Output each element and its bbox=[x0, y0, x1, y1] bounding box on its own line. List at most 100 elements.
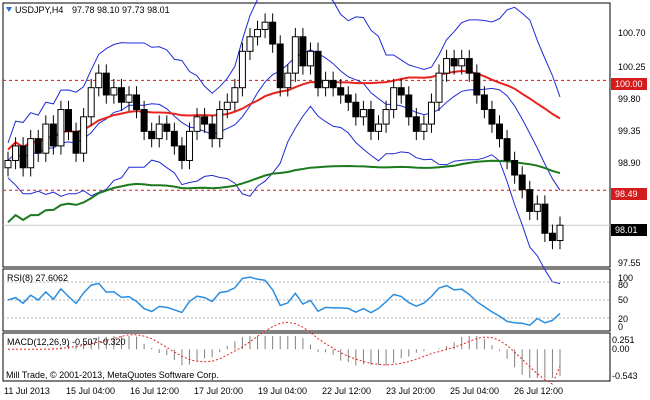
time-tick: 26 Jul 12:00 bbox=[514, 386, 563, 396]
candle-body bbox=[19, 145, 27, 169]
candle-body bbox=[329, 79, 337, 89]
rsi-line bbox=[7, 276, 561, 327]
candle-body bbox=[412, 116, 420, 132]
time-tick: 19 Jul 04:00 bbox=[258, 386, 307, 396]
candle-body bbox=[170, 130, 178, 147]
candle-body bbox=[178, 145, 186, 161]
candle-body bbox=[541, 203, 549, 234]
candle-body bbox=[526, 189, 534, 212]
time-axis: 11 Jul 2013 15 Jul 04:00 16 Jul 12:00 17… bbox=[4, 386, 563, 396]
candle-body bbox=[208, 123, 216, 140]
candle-body bbox=[110, 87, 118, 96]
candle-body bbox=[405, 94, 413, 118]
rsi-tick: 20 bbox=[618, 314, 628, 324]
candle-body bbox=[261, 21, 269, 30]
candle-body bbox=[42, 123, 50, 154]
rsi-panel[interactable] bbox=[2, 268, 611, 332]
candle-body bbox=[72, 130, 80, 154]
candle-body bbox=[473, 72, 481, 96]
time-tick: 22 Jul 12:00 bbox=[322, 386, 371, 396]
candle-body bbox=[367, 109, 375, 132]
candle-body bbox=[254, 28, 262, 38]
candle-body bbox=[102, 72, 110, 96]
candle-body bbox=[299, 36, 307, 67]
candle-body bbox=[390, 87, 398, 111]
candle-body bbox=[337, 87, 345, 96]
candle-body bbox=[276, 43, 284, 89]
candle-body bbox=[503, 138, 511, 161]
candle-body bbox=[352, 101, 360, 118]
candle-body bbox=[155, 123, 163, 140]
candle-body bbox=[223, 101, 231, 111]
time-tick: 23 Jul 20:00 bbox=[386, 386, 435, 396]
macd-tick: 0.251 bbox=[612, 335, 635, 345]
candle-body bbox=[80, 116, 88, 154]
last-price-tag-text: 98.01 bbox=[615, 225, 638, 235]
main-title-symbol: USDJPY,H4 bbox=[15, 5, 63, 15]
candle-body bbox=[133, 94, 141, 111]
price-tick: 99.80 bbox=[618, 94, 641, 104]
candle-body bbox=[443, 58, 451, 74]
macd-tick: 0.00 bbox=[612, 344, 630, 354]
candle-body bbox=[231, 87, 239, 103]
moving-average-green-line bbox=[7, 159, 561, 224]
candle-body bbox=[488, 109, 496, 125]
time-tick: 15 Jul 04:00 bbox=[66, 386, 115, 396]
candle-body bbox=[450, 58, 458, 67]
candle-body bbox=[201, 116, 209, 125]
candle-body bbox=[49, 123, 57, 147]
lower-level-tag-text: 98.49 bbox=[615, 189, 638, 199]
candle-body bbox=[344, 94, 352, 103]
price-tick: 99.35 bbox=[618, 126, 641, 136]
price-tick: 98.90 bbox=[618, 158, 641, 168]
candle-body bbox=[465, 58, 473, 74]
candle-body bbox=[397, 87, 405, 96]
lower-level-tag bbox=[611, 188, 647, 200]
candle-body bbox=[238, 50, 246, 89]
time-tick: 17 Jul 20:00 bbox=[194, 386, 243, 396]
candle-body bbox=[57, 109, 65, 147]
candle-body bbox=[193, 116, 201, 132]
candle-body bbox=[427, 101, 435, 125]
macd-tick: -0.543 bbox=[612, 371, 638, 381]
upper-level-tag-text: 100.00 bbox=[615, 79, 643, 89]
candle-body bbox=[480, 94, 488, 111]
price-tick: 97.55 bbox=[618, 258, 641, 268]
candle-body bbox=[117, 87, 125, 103]
candle-body bbox=[246, 36, 254, 52]
macd-title: MACD(12,26,9) -0.507 -0.320 bbox=[7, 337, 126, 347]
candle-body bbox=[216, 109, 224, 140]
candle-body bbox=[125, 94, 133, 103]
candle-body bbox=[64, 109, 72, 132]
chart-triangle-icon bbox=[6, 7, 12, 12]
bollinger-upper-line bbox=[7, 0, 561, 144]
candle-body bbox=[269, 21, 277, 45]
main-title-ohlc: 97.78 98.10 97.73 98.01 bbox=[72, 5, 170, 15]
macd-signal-line bbox=[8, 321, 561, 385]
candle-body bbox=[496, 123, 504, 140]
candle-body bbox=[533, 203, 541, 212]
candle-body bbox=[34, 138, 42, 154]
candle-body bbox=[185, 130, 193, 161]
time-tick: 25 Jul 04:00 bbox=[450, 386, 499, 396]
candle-body bbox=[518, 174, 526, 191]
upper-level-tag bbox=[611, 78, 647, 90]
candle-body bbox=[359, 109, 367, 118]
last-price-tag bbox=[611, 224, 647, 236]
candle-body bbox=[375, 123, 383, 132]
price-tick: 100.25 bbox=[618, 62, 646, 72]
candle-body bbox=[87, 87, 95, 118]
rsi-title: RSI(8) 27.6062 bbox=[7, 273, 68, 283]
candle-body bbox=[382, 109, 390, 125]
time-tick: 16 Jul 12:00 bbox=[130, 386, 179, 396]
price-axis: 100.70 100.25 99.80 99.35 98.90 97.55 bbox=[618, 28, 646, 268]
rsi-tick: 50 bbox=[618, 295, 628, 305]
candle-body bbox=[511, 159, 519, 176]
main-panel[interactable] bbox=[2, 2, 611, 268]
copyright-text: Mill Trade, © 2001-2013, MetaQuotes Soft… bbox=[6, 370, 219, 380]
candle-body bbox=[314, 50, 322, 89]
price-tick: 100.70 bbox=[618, 28, 646, 38]
candle-body bbox=[435, 72, 443, 103]
candle-body bbox=[284, 72, 292, 89]
